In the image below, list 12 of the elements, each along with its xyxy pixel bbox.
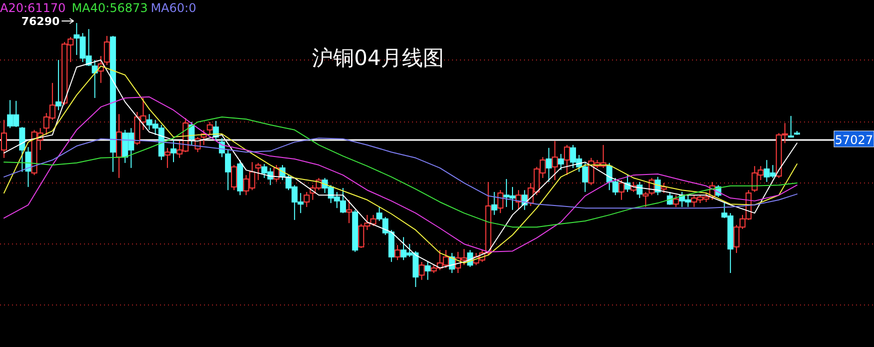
text: 沪铜04月线图 bbox=[312, 46, 444, 70]
candlestick bbox=[552, 140, 558, 181]
text: MA40:56873 bbox=[72, 1, 148, 15]
text: A20:61170 bbox=[0, 1, 66, 15]
candlestick bbox=[491, 191, 498, 216]
text: MA60:0 bbox=[150, 1, 196, 15]
candlestick bbox=[546, 147, 552, 182]
annotation: 76290 bbox=[21, 15, 60, 28]
candlestick bbox=[346, 199, 352, 224]
text: 57027 bbox=[834, 132, 874, 147]
candlestick bbox=[116, 114, 122, 178]
candlestick bbox=[25, 146, 32, 188]
